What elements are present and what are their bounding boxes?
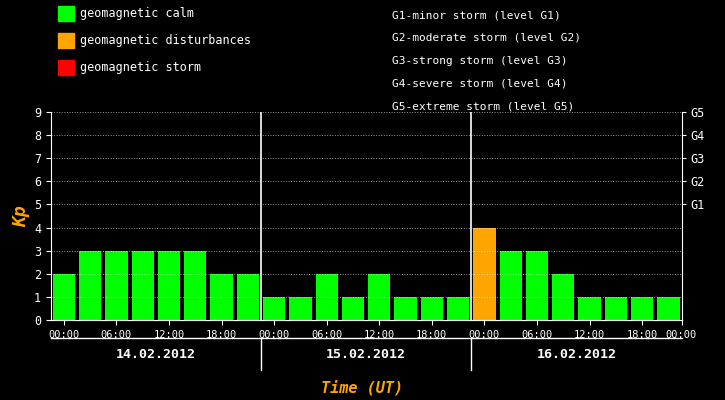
Bar <box>53 274 75 320</box>
Bar <box>447 297 469 320</box>
Bar <box>289 297 312 320</box>
Text: G5-extreme storm (level G5): G5-extreme storm (level G5) <box>392 101 573 111</box>
Bar <box>552 274 574 320</box>
Y-axis label: Kp: Kp <box>12 205 30 227</box>
Bar <box>236 274 259 320</box>
Bar <box>526 251 548 320</box>
Text: G2-moderate storm (level G2): G2-moderate storm (level G2) <box>392 33 581 43</box>
Bar <box>368 274 391 320</box>
Bar <box>341 297 364 320</box>
Text: G4-severe storm (level G4): G4-severe storm (level G4) <box>392 78 567 88</box>
Text: G3-strong storm (level G3): G3-strong storm (level G3) <box>392 56 567 66</box>
Bar <box>184 251 207 320</box>
Text: 16.02.2012: 16.02.2012 <box>536 348 616 360</box>
Bar <box>105 251 128 320</box>
Bar <box>210 274 233 320</box>
Text: 15.02.2012: 15.02.2012 <box>326 348 406 360</box>
Text: geomagnetic storm: geomagnetic storm <box>80 61 201 74</box>
Bar <box>263 297 286 320</box>
Bar <box>420 297 443 320</box>
Bar <box>158 251 181 320</box>
Bar <box>605 297 627 320</box>
Bar <box>579 297 601 320</box>
Bar <box>79 251 102 320</box>
Bar <box>131 251 154 320</box>
Text: geomagnetic disturbances: geomagnetic disturbances <box>80 34 251 47</box>
Bar <box>500 251 522 320</box>
Text: geomagnetic calm: geomagnetic calm <box>80 7 194 20</box>
Bar <box>473 228 496 320</box>
Text: G1-minor storm (level G1): G1-minor storm (level G1) <box>392 10 560 20</box>
Bar <box>657 297 679 320</box>
Bar <box>631 297 653 320</box>
Bar <box>394 297 417 320</box>
Bar <box>315 274 338 320</box>
Text: 14.02.2012: 14.02.2012 <box>116 348 196 360</box>
Text: Time (UT): Time (UT) <box>321 380 404 396</box>
